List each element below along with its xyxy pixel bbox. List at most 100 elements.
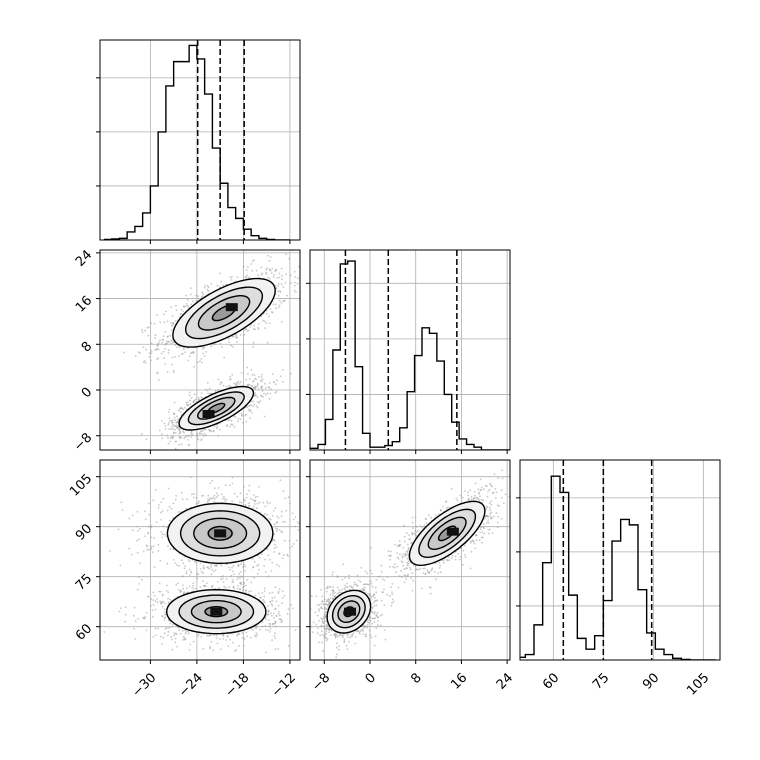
scatter-point [202,346,205,349]
scatter-point [145,348,147,351]
scatter-point [159,600,162,603]
scatter-point [245,420,248,423]
scatter-point [187,559,190,561]
scatter-point [268,631,271,633]
scatter-point [257,326,259,329]
scatter-point [280,510,283,513]
scatter-point [197,438,200,441]
scatter-point [226,635,229,637]
scatter-point [278,588,281,591]
scatter-point [182,430,185,433]
scatter-point [263,565,266,567]
scatter-point [167,422,170,424]
scatter-point [179,436,182,439]
scatter-point [209,634,212,637]
scatter-point [179,411,182,413]
scatter-point [181,629,184,632]
scatter-point [267,629,270,631]
scatter-point [274,625,277,628]
scatter-point [290,282,292,285]
scatter-point [248,408,250,411]
scatter-point [162,497,165,500]
scatter-point [203,432,206,435]
scatter-point [219,381,222,383]
scatter-point [179,632,182,635]
histogram-bin [348,261,355,450]
scatter-point [180,308,183,311]
scatter-point [187,439,190,441]
scatter-point [156,598,158,600]
scatter-point [248,410,251,413]
scatter-point [134,355,137,357]
scatter-point [228,586,231,589]
scatter-point [250,263,253,265]
scatter-point [215,564,218,567]
scatter-point [123,351,125,354]
scatter-point [124,606,127,608]
scatter-point [182,562,185,565]
histogram-bin [444,394,451,450]
scatter-point [303,554,305,556]
scatter-point [280,621,283,624]
scatter-point [191,587,194,589]
histogram-bin [621,519,630,660]
scatter-point [168,505,171,508]
scatter-point [109,550,111,552]
scatter-point [247,384,250,387]
scatter-point [182,584,184,587]
scatter-point [168,519,171,522]
scatter-point [238,645,240,647]
scatter-point [171,638,173,641]
scatter-point [239,588,241,590]
scatter-point [273,612,275,615]
scatter-point [253,560,256,563]
scatter-point [283,539,286,542]
scatter-point [161,437,164,440]
scatter-point [150,545,153,548]
scatter-point [160,635,162,638]
scatter-point [272,510,275,512]
scatter-point [256,564,259,567]
scatter-point [200,570,203,573]
scatter-point [252,380,255,383]
scatter-point [136,551,139,554]
histogram-bin [340,264,347,450]
scatter-point [271,267,274,270]
scatter-point [199,360,201,362]
scatter-point [285,509,288,512]
scatter-point [170,428,173,430]
scatter-point [285,294,288,297]
scatter-point [319,529,321,531]
scatter-point [223,585,226,588]
scatter-point [207,635,210,637]
scatter-point [202,647,205,650]
scatter-point [197,635,200,637]
scatter-point [201,433,203,435]
scatter-point [267,502,269,505]
scatter-point [156,372,159,375]
scatter-point [147,334,150,337]
scatter-point [257,563,260,566]
scatter-point [230,419,233,422]
scatter-point [250,590,253,592]
scatter-point [269,627,272,630]
scatter-point [167,630,170,633]
scatter-point [150,322,152,325]
scatter-point [242,566,245,568]
scatter-point [271,311,273,313]
histogram-bin [325,419,332,450]
scatter-point [166,634,169,637]
scatter-point [266,254,269,257]
scatter-point [276,530,278,533]
scatter-point [268,517,271,520]
scatter-point [147,502,150,505]
scatter-point [188,568,191,571]
scatter-point [220,575,223,578]
scatter-point [194,398,197,401]
scatter-point [236,381,239,384]
scatter-point [275,287,278,290]
scatter-point [150,525,153,527]
scatter-point [187,444,190,446]
scatter-point [147,453,149,455]
scatter-point [151,615,154,618]
